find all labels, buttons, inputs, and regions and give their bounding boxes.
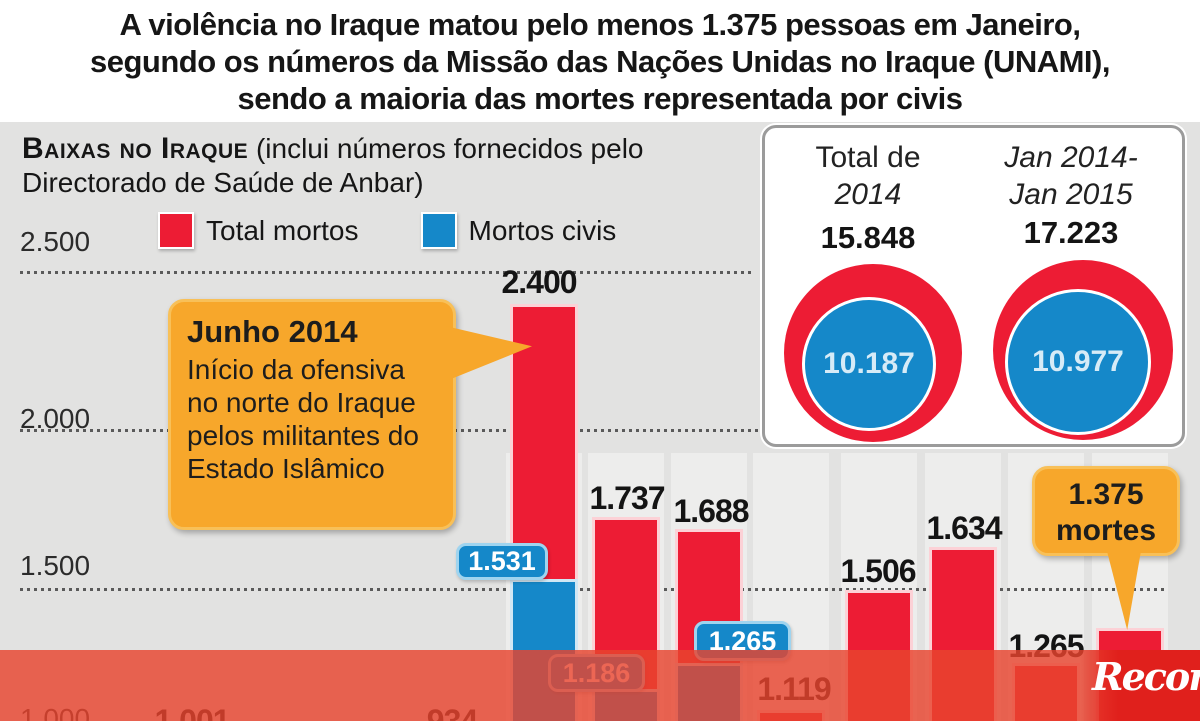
summary-box: Total de 2014 Jan 2014- Jan 2015 15.848 …: [762, 125, 1185, 447]
chart-title-rest: (inclui números fornecidos pelo Director…: [22, 133, 644, 198]
y-tick-2500: 2.500: [20, 226, 91, 257]
chart-title-bold: Baixas no Iraque: [22, 132, 249, 165]
headline-line-2: segundo os números da Missão das Nações …: [90, 44, 1110, 79]
headline-line-1: A violência no Iraque matou pelo menos 1…: [119, 7, 1081, 42]
legend-swatch-red-icon: [158, 212, 194, 249]
brand-band-solid: [1080, 650, 1200, 721]
legend-item-civis: Mortos civis: [420, 212, 617, 249]
summary-col1-header2: 2014: [834, 178, 902, 211]
headline: A violência no Iraque matou pelo menos 1…: [0, 6, 1200, 117]
value-label-novembro: 1.634: [926, 510, 1002, 546]
pill-civis-junho: 1.531: [456, 543, 548, 580]
callout-junho-title: Junho 2014: [187, 314, 358, 349]
summary-col1-header1: Total de: [815, 141, 921, 174]
value-label-julho: 1.737: [589, 480, 665, 516]
callout-jan2015: 1.375 mortes: [1032, 466, 1180, 556]
gridline-2500: [20, 271, 755, 274]
summary-col2-total: 17.223: [1023, 215, 1119, 250]
callout-junho-body: Início da ofensiva no norte do Iraque pe…: [187, 354, 419, 484]
chart-panel: 2.500 2.000 1.500 1.000 Baixas no Iraque…: [0, 122, 1200, 721]
summary-col1-total: 15.848: [820, 220, 916, 255]
value-label-outubro: 1.506: [840, 553, 916, 589]
legend: Total mortos Mortos civis: [158, 212, 616, 249]
summary-col2-header1: Jan 2014-: [1004, 141, 1138, 174]
legend-label-total: Total mortos: [206, 214, 359, 246]
circle-civis-2014-value: 10.187: [823, 347, 915, 380]
circle-civis-jan14-jan15: 10.977: [1005, 289, 1151, 435]
legend-item-total: Total mortos: [158, 212, 359, 249]
y-tick-1500: 1.500: [20, 550, 91, 581]
chart-title: Baixas no Iraque (inclui números forneci…: [22, 132, 732, 200]
callout-junho-2014: Junho 2014 Início da ofensiva no norte d…: [168, 299, 456, 530]
legend-swatch-blue-icon: [420, 212, 457, 249]
value-label-agosto: 1.688: [673, 493, 749, 529]
circle-civis-2014: 10.187: [802, 297, 936, 431]
headline-line-3: sendo a maioria das mortes representada …: [237, 81, 963, 116]
value-label-junho: 2.400: [501, 264, 577, 300]
record-logo: Record: [1092, 654, 1200, 699]
brand-band: [0, 650, 1200, 721]
summary-col2-header2: Jan 2015: [1009, 178, 1133, 211]
callout-jan2015-word: mortes: [1055, 514, 1157, 547]
legend-label-civis: Mortos civis: [468, 214, 617, 246]
circle-civis-jan14-jan15-value: 10.977: [1032, 345, 1124, 378]
callout-jan2015-value: 1.375: [1068, 478, 1144, 511]
y-tick-2000: 2.000: [20, 403, 91, 434]
